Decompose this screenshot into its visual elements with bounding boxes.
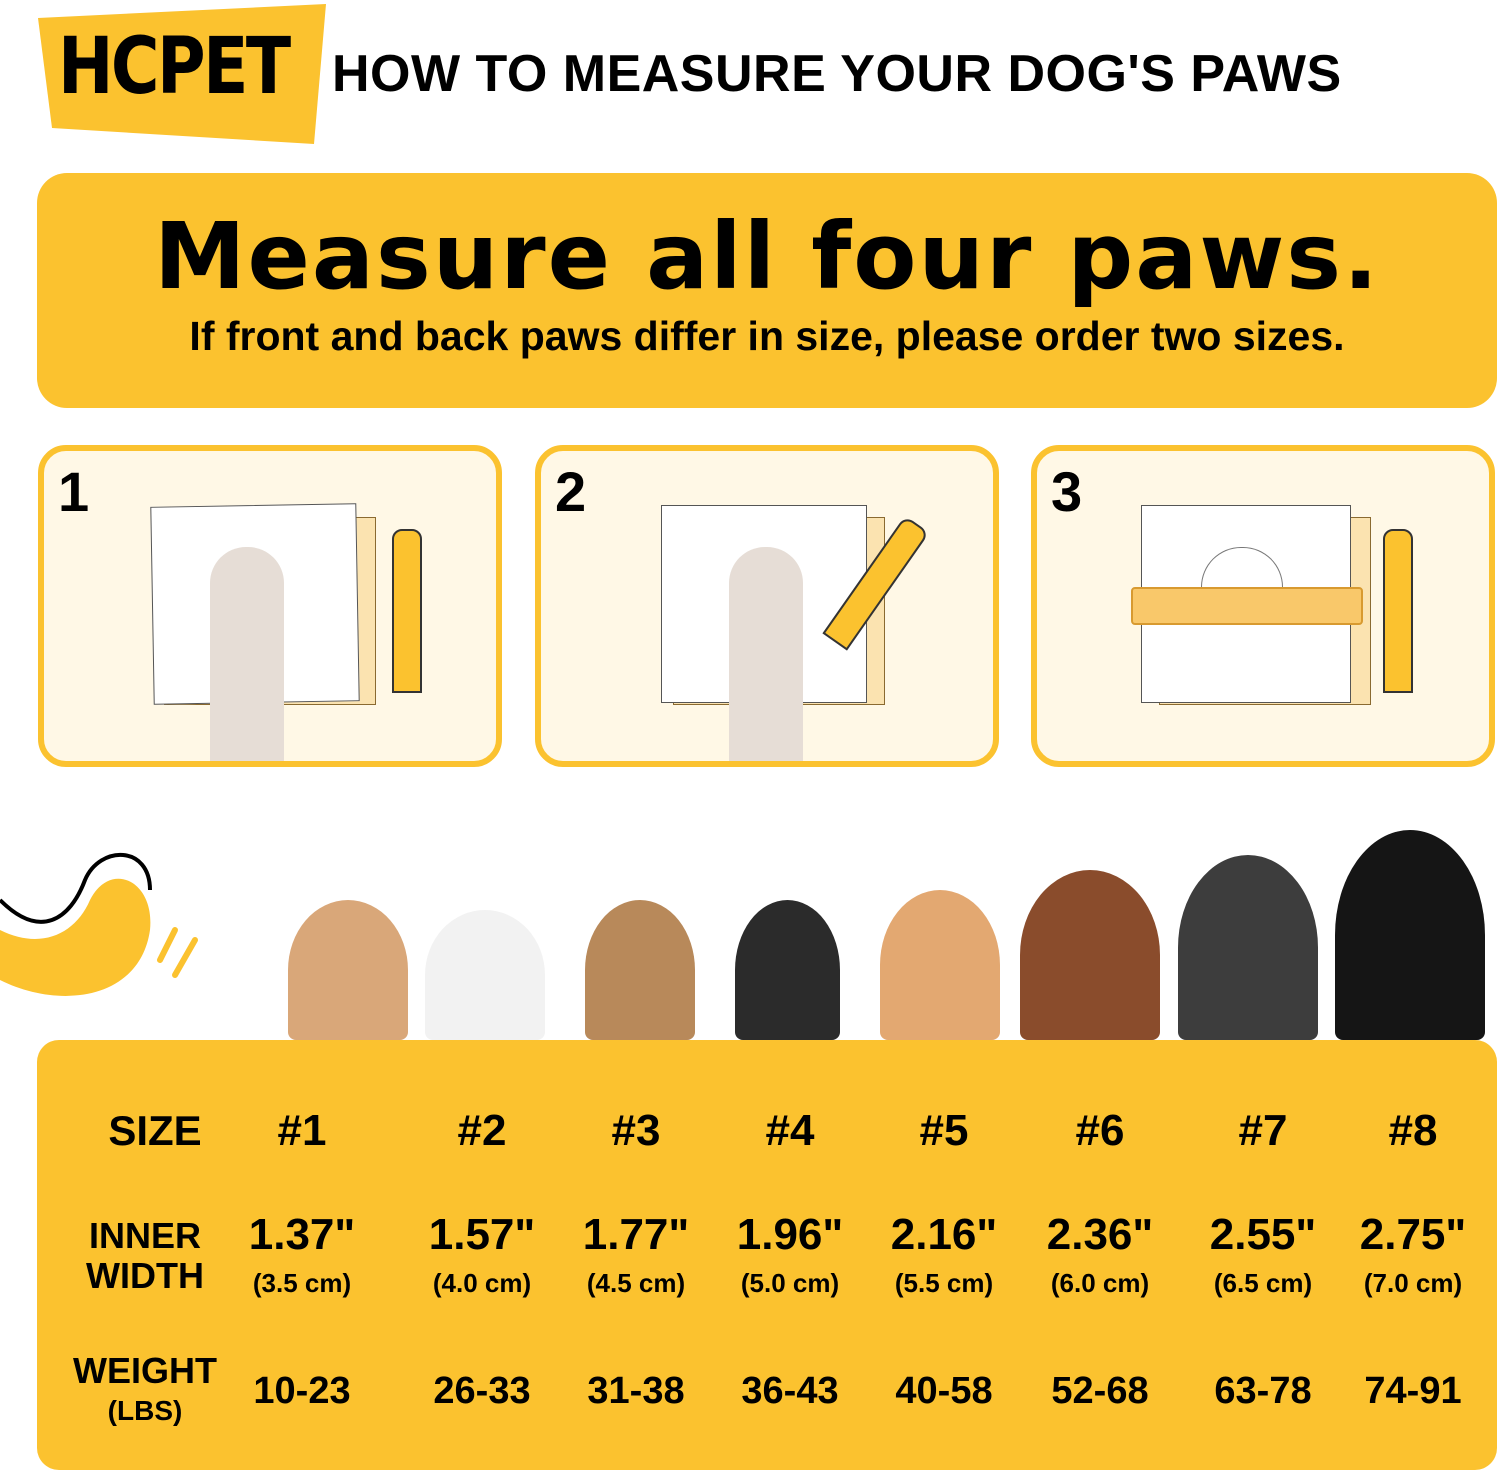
size-label: #8 [1388, 1106, 1438, 1155]
dog-australian-shepherd-image [1020, 870, 1160, 1040]
size-label: #2 [457, 1106, 507, 1155]
inner-width-cm: (3.5 cm) [252, 1268, 352, 1298]
weight-unit-label: (LBS) [107, 1395, 183, 1426]
inner-width-inches: 1.96" [736, 1210, 844, 1259]
dog-paw-icon [210, 547, 284, 761]
banner-subtitle: If front and back paws differ in size, p… [189, 313, 1345, 359]
dog-yorkshire-terrier-image [585, 900, 695, 1040]
size-label: #7 [1238, 1106, 1288, 1155]
step-number: 1 [58, 460, 90, 523]
size-chart-table: SIZE INNER WIDTH WEIGHT (LBS) #1 1.37" (3.… [37, 1040, 1497, 1470]
inner-width-cm: (5.5 cm) [894, 1268, 994, 1298]
weight-range: 31-38 [587, 1370, 685, 1412]
weight-range: 63-78 [1214, 1370, 1312, 1412]
inner-width-inches: 2.55" [1209, 1210, 1317, 1259]
pencil-icon [392, 529, 422, 693]
step-number: 3 [1051, 460, 1083, 523]
inner-width-inches: 2.75" [1359, 1210, 1467, 1259]
inner-width-cm: (5.0 cm) [740, 1268, 840, 1298]
inner-width-label-line2: WIDTH [86, 1255, 204, 1296]
brand-logo: HCPET [58, 22, 291, 112]
weight-range: 52-68 [1051, 1370, 1149, 1412]
step-number: 2 [555, 460, 587, 523]
decorative-swoosh-icon [0, 853, 198, 996]
dog-breeds-row [0, 820, 1500, 1040]
inner-width-inches: 1.37" [248, 1210, 356, 1259]
inner-width-cm: (6.0 cm) [1050, 1268, 1150, 1298]
size-row-label: SIZE [108, 1107, 202, 1154]
dog-shiba-inu-image [880, 890, 1000, 1040]
weight-range: 74-91 [1364, 1370, 1462, 1412]
step-3-panel: 3 [1031, 445, 1495, 767]
inner-width-inches: 2.36" [1046, 1210, 1154, 1259]
weight-row-label: WEIGHT [73, 1350, 217, 1391]
ruler-icon [1131, 587, 1363, 625]
step-2-panel: 2 [535, 445, 999, 767]
size-label: #4 [765, 1106, 815, 1155]
instruction-banner: Measure all four paws. If front and back… [37, 173, 1497, 408]
size-label: #1 [277, 1106, 327, 1155]
inner-width-label-line1: INNER [88, 1215, 202, 1256]
weight-range: 10-23 [253, 1370, 351, 1412]
step-1-panel: 1 [38, 445, 502, 767]
inner-width-inches: 1.57" [428, 1210, 536, 1259]
size-label: #3 [611, 1106, 661, 1155]
weight-range: 26-33 [433, 1370, 531, 1412]
weight-range: 40-58 [895, 1370, 993, 1412]
size-label: #5 [919, 1106, 969, 1155]
dog-paw-icon [729, 547, 803, 761]
size-label: #6 [1075, 1106, 1125, 1155]
dog-chihuahua-image [288, 900, 408, 1040]
logo-badge [38, 4, 326, 144]
page-title: HOW TO MEASURE YOUR DOG'S PAWS [332, 45, 1342, 103]
inner-width-cm: (6.5 cm) [1213, 1268, 1313, 1298]
dog-rottweiler-image [1335, 830, 1485, 1040]
dog-schnauzer-image [735, 900, 840, 1040]
inner-width-cm: (7.0 cm) [1363, 1268, 1463, 1298]
inner-width-inches: 2.16" [890, 1210, 998, 1259]
weight-range: 36-43 [741, 1370, 839, 1412]
dog-bichon-image [425, 910, 545, 1040]
dog-husky-image [1178, 855, 1318, 1040]
inner-width-cm: (4.5 cm) [586, 1268, 686, 1298]
banner-title: Measure all four paws. [153, 203, 1381, 310]
pencil-icon [1383, 529, 1413, 693]
inner-width-inches: 1.77" [582, 1210, 690, 1259]
inner-width-cm: (4.0 cm) [432, 1268, 532, 1298]
